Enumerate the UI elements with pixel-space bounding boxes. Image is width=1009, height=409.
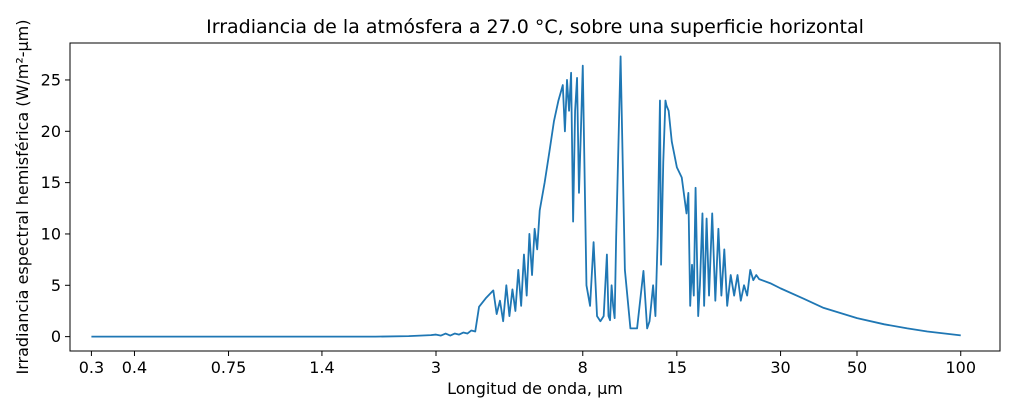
x-axis-label: Longitud de onda, μm: [447, 379, 623, 398]
y-axis-label: Irradiancia espectral hemisférica (W/m²-…: [13, 19, 32, 374]
y-tick-label: 5: [51, 276, 61, 295]
y-tick-label: 10: [41, 224, 61, 243]
x-tick-label: 0.4: [122, 358, 147, 377]
y-tick-label: 25: [41, 70, 61, 89]
x-tick-label: 3: [431, 358, 441, 377]
x-tick-label: 30: [770, 358, 790, 377]
y-tick-label: 15: [41, 173, 61, 192]
x-tick-label: 100: [945, 358, 976, 377]
x-tick-label: 8: [578, 358, 588, 377]
x-axis: 0.3 0.4 0.75 1.4 3 8 15 30 50 100: [79, 351, 976, 377]
y-tick-label: 0: [51, 327, 61, 346]
x-tick-label: 50: [847, 358, 867, 377]
x-tick-label: 1.4: [309, 358, 334, 377]
chart-title: Irradiancia de la atmósfera a 27.0 °C, s…: [206, 16, 864, 38]
y-axis: 0 5 10 15 20 25: [41, 70, 70, 346]
series-line: [91, 55, 961, 338]
x-tick-label: 0.3: [79, 358, 104, 377]
plot-frame: [69, 42, 1001, 352]
y-tick-label: 20: [41, 122, 61, 141]
x-tick-label: 0.75: [211, 358, 247, 377]
x-tick-label: 15: [667, 358, 687, 377]
